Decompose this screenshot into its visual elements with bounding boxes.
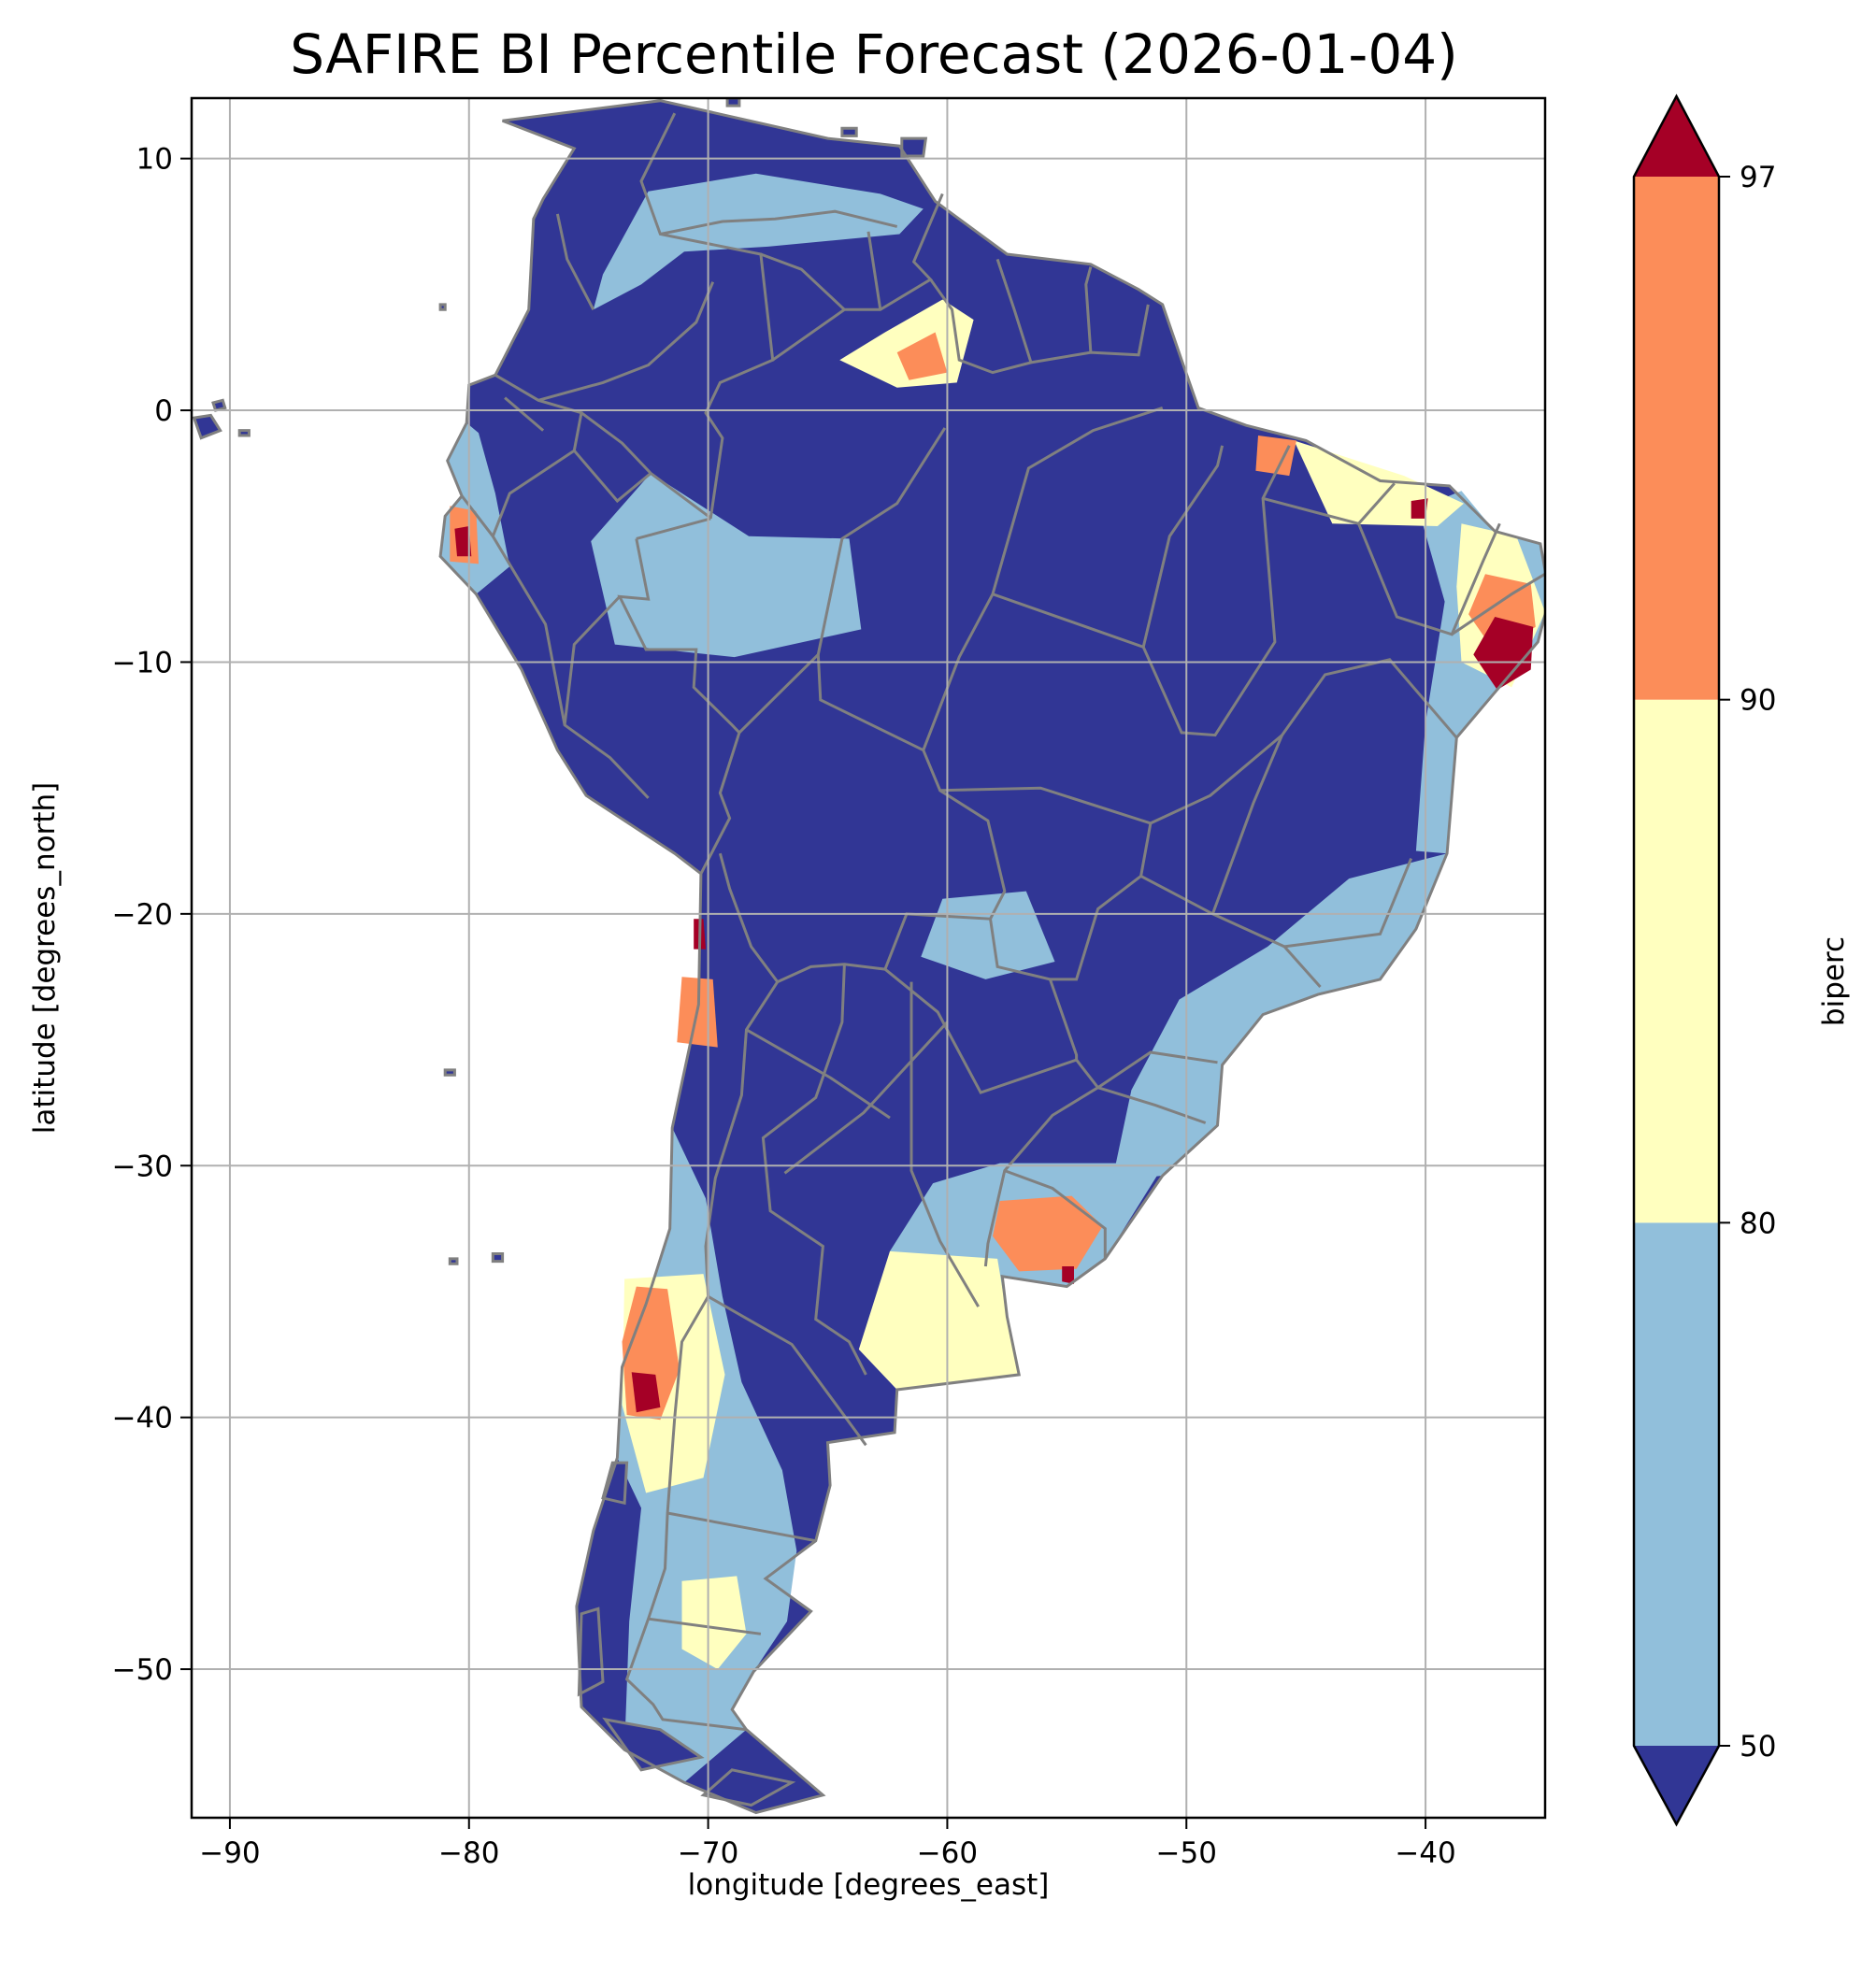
border-line-6 (995, 258, 1033, 364)
y-tick-label-4: −30 (112, 1150, 173, 1183)
region-50-80-1 (593, 173, 924, 310)
island-3 (443, 1068, 456, 1077)
border-line-17 (745, 1028, 891, 1120)
colorbar-segment-50-80 (1634, 1222, 1719, 1746)
colorbar-segment-80-90 (1634, 699, 1719, 1223)
border-line-23 (816, 427, 947, 655)
colorbar-tick-label-0: 50 (1740, 1730, 1776, 1764)
islands (192, 98, 928, 1807)
region-90-97-17 (896, 332, 948, 380)
border-line-7 (1084, 266, 1093, 353)
border-line-2 (617, 538, 741, 875)
y-tick-label-1: 0 (154, 394, 173, 428)
island-2 (237, 429, 251, 437)
colorbar: 50 80 90 97 (1632, 93, 1776, 1827)
border-line-13 (1004, 1169, 1107, 1259)
region-above-97-23 (631, 1372, 661, 1413)
x-tick-label-3: −60 (917, 1836, 978, 1870)
border-line-12 (983, 1059, 1100, 1267)
colorbar-segment-90-97 (1634, 177, 1719, 700)
border-line-8 (636, 517, 711, 540)
x-axis-ticks: −90 −80 −70 −60 −50 −40 (199, 1818, 1456, 1870)
island-5 (448, 1257, 459, 1265)
region-above-97-26 (1062, 1266, 1074, 1284)
region-80-90-10 (858, 1250, 1020, 1390)
colorbar-tick-label-2: 90 (1740, 684, 1776, 718)
plot-frame (190, 96, 1547, 1820)
x-axis-label: longitude [degrees_east] (688, 1868, 1050, 1902)
border-line-30 (1139, 875, 1322, 988)
border-line-25 (1141, 445, 1224, 648)
x-tick-label-2: −70 (678, 1836, 738, 1870)
border-line-5 (929, 279, 1150, 375)
border-line-39 (555, 213, 595, 310)
colorbar-tick-label-3: 97 (1740, 161, 1776, 194)
border-line-33 (1096, 1050, 1218, 1089)
y-tick-label-2: −10 (112, 646, 173, 679)
region-above-97-27 (1411, 498, 1428, 519)
border-line-37 (563, 595, 621, 725)
island-4 (491, 1252, 505, 1264)
border-line-43 (504, 396, 545, 432)
island-12 (840, 126, 858, 137)
border-line-42 (866, 231, 882, 310)
y-tick-label-6: −50 (112, 1653, 173, 1687)
colorbar-extend-max (1634, 96, 1719, 177)
colorbar-tick-label-1: 80 (1740, 1207, 1776, 1240)
border-line-32 (1283, 858, 1413, 949)
colorbar-label: biperc (1817, 936, 1851, 1026)
y-tick-label-3: −20 (112, 898, 173, 932)
y-tick-label-5: −40 (112, 1402, 173, 1435)
border-line-19 (666, 1511, 816, 1543)
border-line-22 (922, 406, 1164, 751)
region-90-97-15 (993, 1195, 1103, 1272)
y-axis-label: latitude [degrees_north] (28, 782, 62, 1134)
region-80-90-12 (681, 1576, 747, 1670)
border-line-20 (648, 1617, 762, 1635)
border-line-38 (537, 281, 715, 402)
border-line-15 (909, 981, 980, 1307)
island-7 (577, 1607, 605, 1697)
island-9 (700, 1768, 796, 1807)
border-line-16 (783, 1021, 949, 1175)
x-tick-label-0: −90 (199, 1836, 260, 1870)
border-line-29 (1050, 822, 1153, 981)
gridlines (192, 98, 1545, 1818)
map-area (192, 98, 1545, 1815)
x-tick-label-1: −80 (438, 1836, 499, 1870)
border-line-36 (573, 450, 652, 504)
border-line-31 (1210, 735, 1283, 915)
border-line-4 (771, 193, 944, 362)
y-tick-label-0: 10 (136, 143, 173, 177)
island-13 (725, 98, 741, 107)
island-1 (211, 398, 227, 412)
border-line-14 (761, 964, 867, 1376)
border-line-28 (1451, 572, 1545, 636)
border-line-40 (660, 209, 898, 236)
y-axis-ticks: 10 0 −10 −20 −30 −40 −50 (112, 143, 192, 1687)
region-above-97-22 (1473, 617, 1534, 691)
x-tick-label-4: −50 (1156, 1836, 1217, 1870)
colorbar-extend-min (1634, 1746, 1719, 1824)
island-6 (601, 1461, 629, 1506)
region-50-80-5 (591, 473, 862, 658)
island-10 (438, 303, 447, 311)
region-above-97-24 (454, 526, 472, 557)
border-line-18 (707, 1294, 867, 1447)
border-line-9 (718, 650, 1007, 984)
border-line-34 (1097, 1086, 1207, 1124)
coastline (438, 99, 1545, 1815)
region-90-97-19 (1255, 436, 1296, 477)
border-line-41 (760, 252, 846, 311)
chart-title: SAFIRE BI Percentile Forecast (2026-01-0… (290, 22, 1458, 86)
x-tick-label-5: −40 (1395, 1836, 1455, 1870)
island-0 (192, 413, 222, 440)
